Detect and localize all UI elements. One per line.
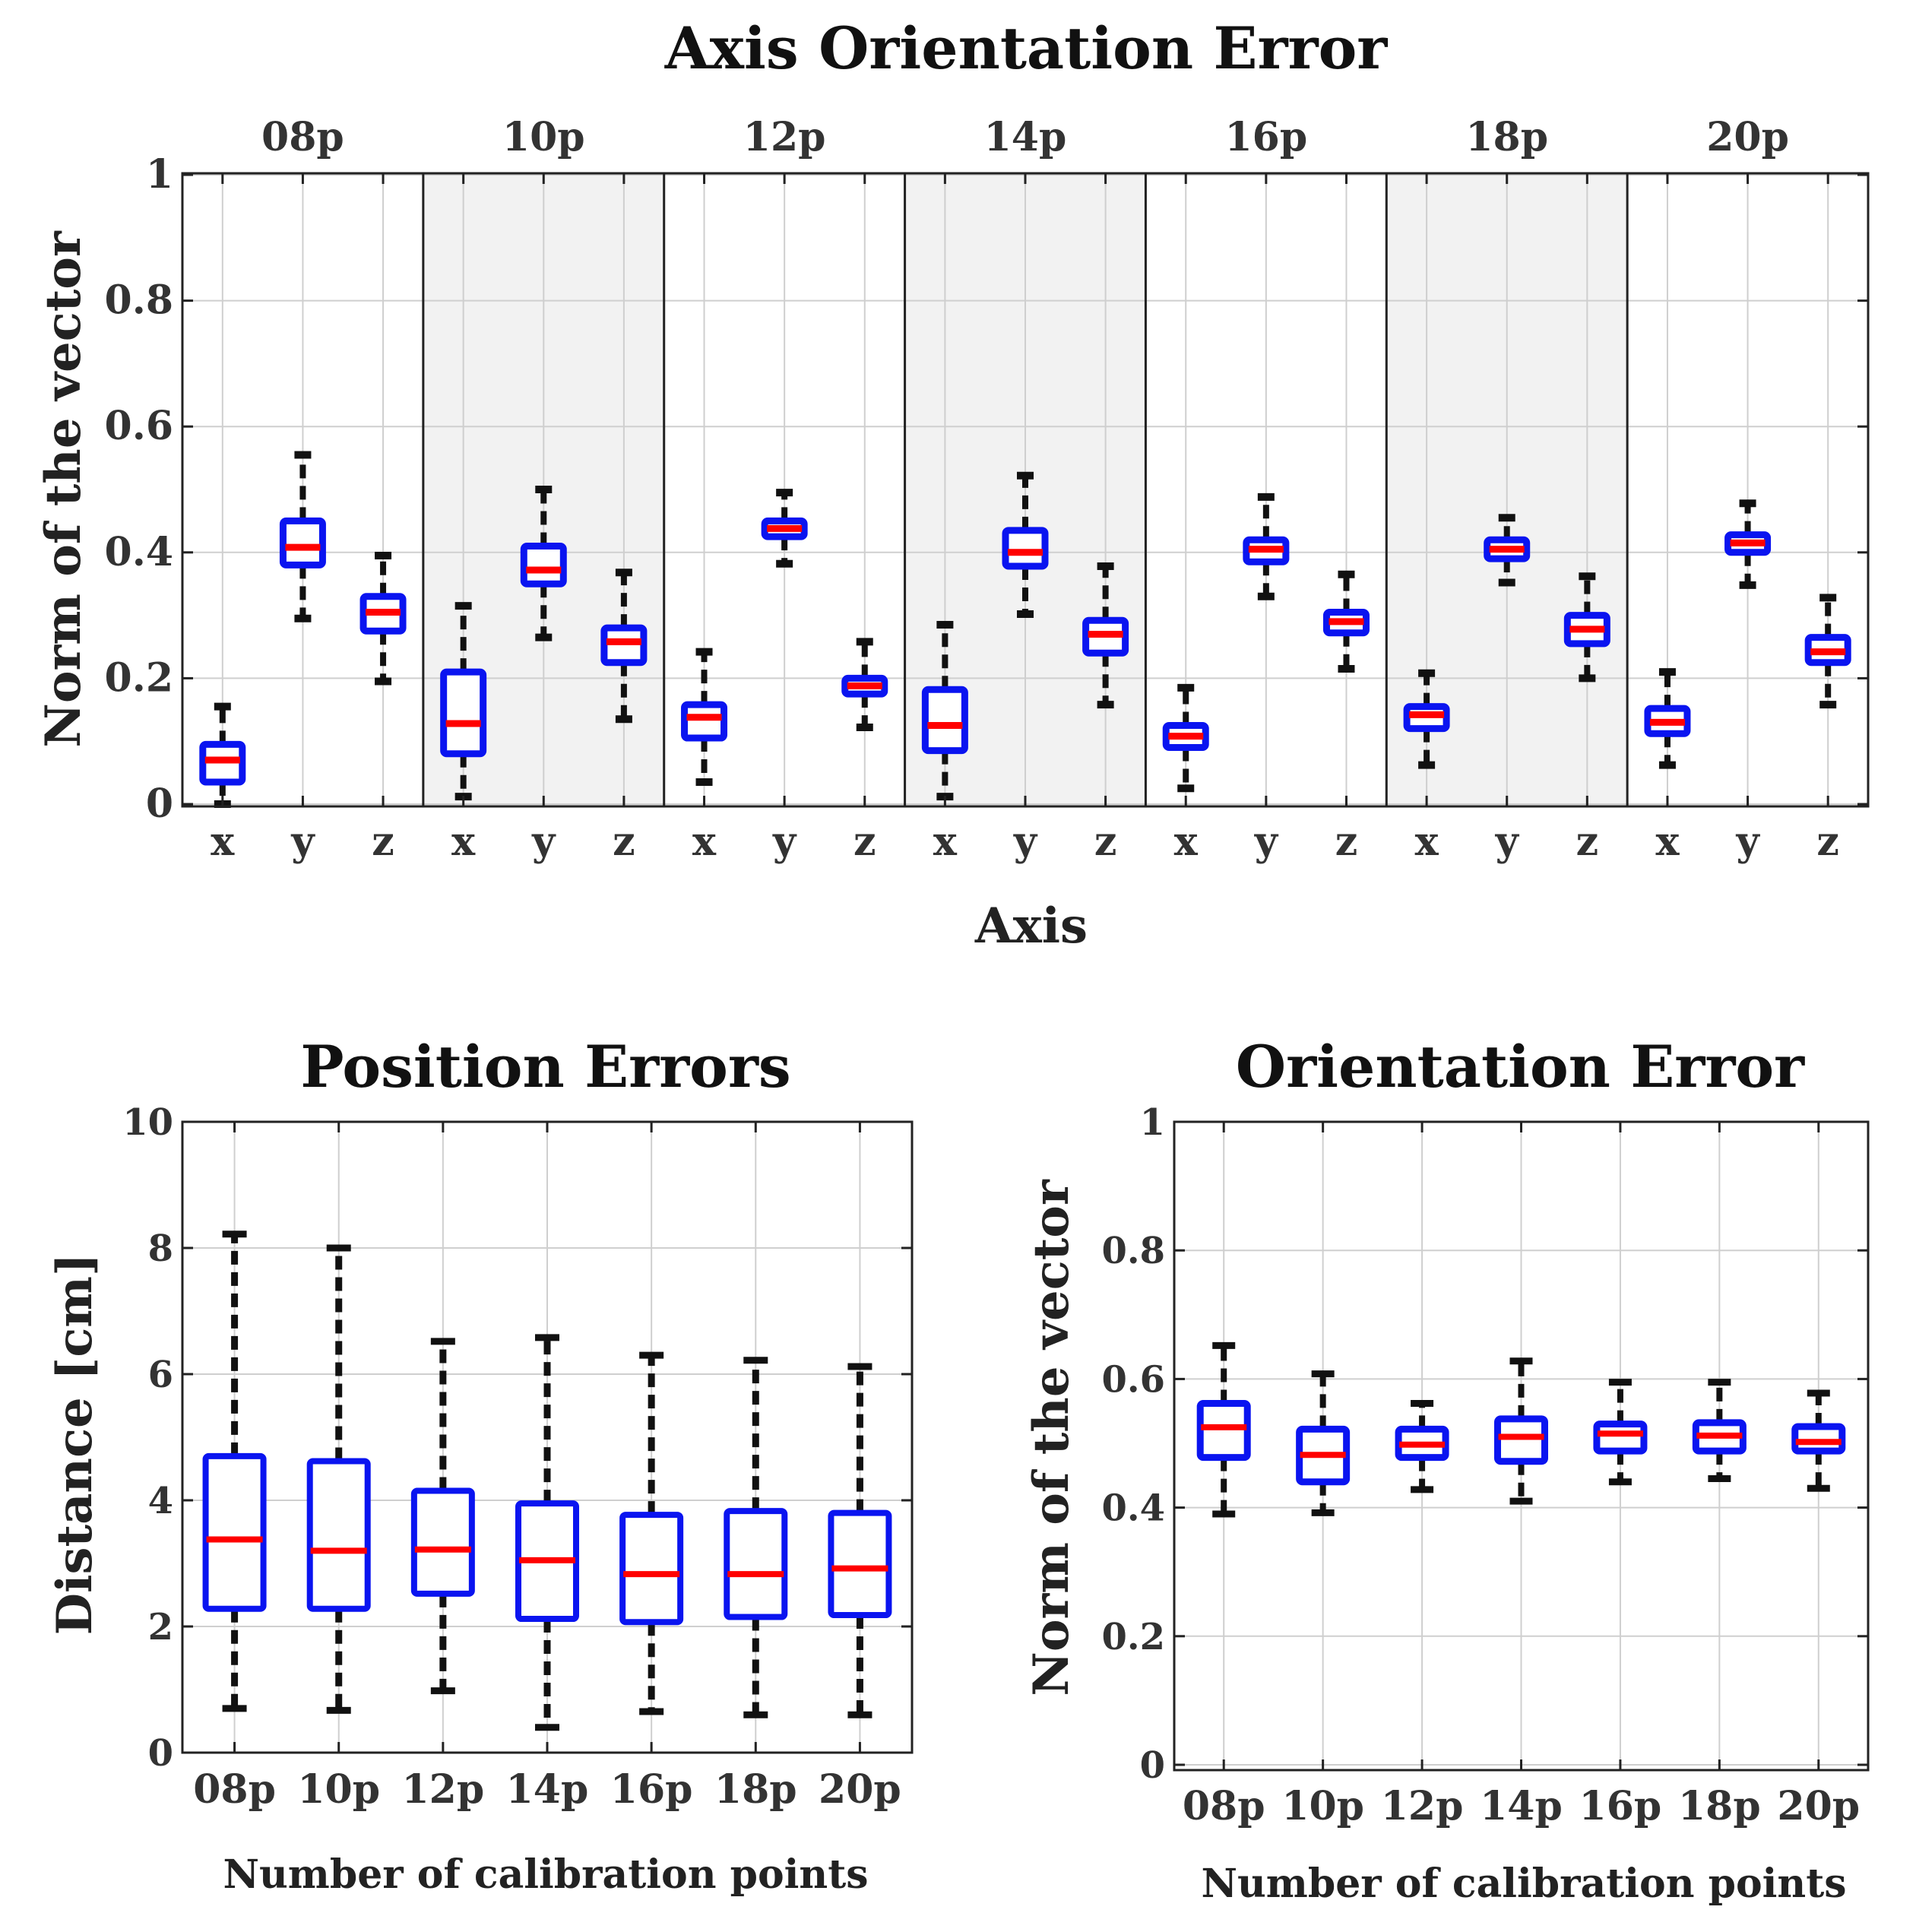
box-x bbox=[681, 701, 728, 742]
box-z bbox=[600, 624, 648, 667]
group-label-16p: 16p bbox=[1224, 114, 1307, 160]
y-tick-label: 0.4 bbox=[1101, 1487, 1165, 1530]
orientation-chart-ticks: 0 0.2 0.4 0.6 0.8 1 08p 10p 12p 14p 16p 18p 20p bbox=[1101, 1101, 1868, 1829]
box-y bbox=[1002, 527, 1049, 570]
y-tick-label: 1 bbox=[1140, 1101, 1165, 1144]
axis-chart-frame bbox=[181, 172, 1870, 808]
box-20p bbox=[1791, 1423, 1846, 1455]
x-tick-label-y: y bbox=[1254, 819, 1279, 865]
box-y bbox=[279, 517, 326, 569]
box-14p bbox=[1494, 1415, 1548, 1465]
y-tick-label: 0 bbox=[146, 781, 173, 827]
x-tick-label-20p: 20p bbox=[1777, 1783, 1860, 1829]
axis-chart-boxes bbox=[199, 451, 1851, 808]
box-y bbox=[520, 543, 567, 588]
position-chart-xlabel: Number of calibration points bbox=[223, 1851, 868, 1898]
box-20p bbox=[828, 1509, 892, 1619]
box-12p bbox=[410, 1487, 475, 1597]
x-tick-label-z: z bbox=[372, 819, 394, 865]
orientation-chart-xlabel: Number of calibration points bbox=[1201, 1861, 1846, 1907]
y-tick-label: 0 bbox=[1140, 1744, 1165, 1787]
x-tick-label-y: y bbox=[1495, 819, 1520, 865]
x-tick-label-x: x bbox=[1174, 819, 1199, 865]
orientation-chart-ylabel: Norm of the vector bbox=[1023, 1179, 1080, 1696]
x-tick-label-x: x bbox=[451, 819, 476, 865]
x-tick-label-x: x bbox=[1415, 819, 1439, 865]
x-tick-label-z: z bbox=[1576, 819, 1599, 865]
orientation-chart-boxes bbox=[1196, 1341, 1846, 1518]
box-08p bbox=[202, 1452, 267, 1612]
box-18p bbox=[724, 1508, 788, 1620]
axis-chart-ticks: 08p 10p 12p 14p 16p 18p 20p 0 0.2 0.4 0.6 0.8 1 x y z x y… bbox=[105, 114, 1868, 865]
group-label-18p: 18p bbox=[1465, 114, 1548, 160]
x-tick-label-x: x bbox=[933, 819, 958, 865]
group-label-10p: 10p bbox=[502, 114, 585, 160]
axis-orientation-chart: Axis Orientation Error 08p 10p 12p 14p 16p 18… bbox=[35, 14, 1870, 955]
position-chart-frame bbox=[181, 1120, 914, 1754]
group-label-14p: 14p bbox=[984, 114, 1067, 160]
box-08p bbox=[1196, 1400, 1251, 1462]
x-tick-label-18p: 18p bbox=[714, 1766, 797, 1813]
group-label-08p: 08p bbox=[261, 114, 344, 160]
y-tick-label: 0.2 bbox=[105, 654, 173, 701]
y-tick-label: 8 bbox=[148, 1227, 173, 1270]
axis-chart-title: Axis Orientation Error bbox=[664, 14, 1389, 82]
x-tick-label-z: z bbox=[1335, 819, 1358, 865]
y-tick-label: 10 bbox=[122, 1101, 173, 1144]
x-tick-label-14p: 14p bbox=[506, 1766, 589, 1813]
orientation-error-chart: Orientation Error 0 0.2 0.4 0.6 0.8 1 08p 10p 12… bbox=[1023, 1033, 1870, 1907]
x-tick-label-12p: 12p bbox=[1381, 1783, 1464, 1829]
y-tick-label: 6 bbox=[148, 1354, 173, 1396]
x-tick-label-y: y bbox=[290, 819, 315, 865]
x-tick-label-z: z bbox=[853, 819, 876, 865]
x-tick-label-16p: 16p bbox=[1579, 1783, 1662, 1829]
x-tick-label-10p: 10p bbox=[297, 1766, 380, 1813]
orientation-chart-title: Orientation Error bbox=[1236, 1033, 1805, 1101]
y-tick-label: 0.6 bbox=[105, 403, 173, 449]
x-tick-label-12p: 12p bbox=[401, 1766, 484, 1813]
axis-chart-ylabel: Norm of the vector bbox=[35, 230, 92, 748]
x-tick-label-14p: 14p bbox=[1480, 1783, 1563, 1829]
group-label-12p: 12p bbox=[743, 114, 826, 160]
y-tick-label: 0 bbox=[148, 1732, 173, 1775]
x-tick-label-z: z bbox=[613, 819, 635, 865]
box-x bbox=[440, 668, 487, 758]
x-tick-label-08p: 08p bbox=[1183, 1783, 1265, 1829]
x-tick-label-z: z bbox=[1816, 819, 1839, 865]
orientation-chart-frame bbox=[1173, 1120, 1870, 1772]
x-tick-label-y: y bbox=[1013, 819, 1038, 865]
group-label-20p: 20p bbox=[1706, 114, 1789, 160]
y-tick-label: 4 bbox=[148, 1480, 173, 1522]
x-tick-label-x: x bbox=[211, 819, 235, 865]
position-chart-ylabel: Distance [cm] bbox=[46, 1253, 103, 1636]
box-x bbox=[921, 686, 968, 755]
x-tick-label-18p: 18p bbox=[1678, 1783, 1761, 1829]
box-10p bbox=[306, 1458, 371, 1612]
position-chart-title: Position Errors bbox=[300, 1033, 790, 1101]
y-tick-label: 0.6 bbox=[1101, 1358, 1165, 1401]
x-tick-label-y: y bbox=[1735, 819, 1760, 865]
y-tick-label: 0.4 bbox=[105, 529, 173, 575]
position-chart-ticks: 0 2 4 6 8 10 08p 10p 12p 14p 16p 18p 20p bbox=[122, 1101, 912, 1813]
y-tick-label: 1 bbox=[146, 151, 173, 198]
y-tick-label: 0.8 bbox=[105, 277, 173, 324]
x-tick-label-20p: 20p bbox=[819, 1766, 901, 1813]
x-tick-label-08p: 08p bbox=[193, 1766, 276, 1813]
axis-chart-xlabel: Axis bbox=[974, 898, 1088, 955]
x-tick-label-y: y bbox=[531, 819, 556, 865]
y-tick-label: 0.2 bbox=[1101, 1616, 1165, 1658]
x-tick-label-10p: 10p bbox=[1281, 1783, 1364, 1829]
x-tick-label-y: y bbox=[772, 819, 797, 865]
x-tick-label-16p: 16p bbox=[610, 1766, 693, 1813]
box-16p bbox=[1593, 1420, 1648, 1455]
y-tick-label: 0.8 bbox=[1101, 1230, 1165, 1272]
x-tick-label-x: x bbox=[1655, 819, 1680, 865]
y-tick-label: 2 bbox=[148, 1606, 173, 1649]
position-chart-boxes bbox=[202, 1230, 892, 1731]
x-tick-label-x: x bbox=[692, 819, 717, 865]
position-errors-chart: Position Errors 0 2 4 6 8 10 08p 10p 12p 14p 16p 18… bbox=[46, 1033, 914, 1898]
x-tick-label-z: z bbox=[1094, 819, 1117, 865]
box-16p bbox=[619, 1512, 684, 1626]
